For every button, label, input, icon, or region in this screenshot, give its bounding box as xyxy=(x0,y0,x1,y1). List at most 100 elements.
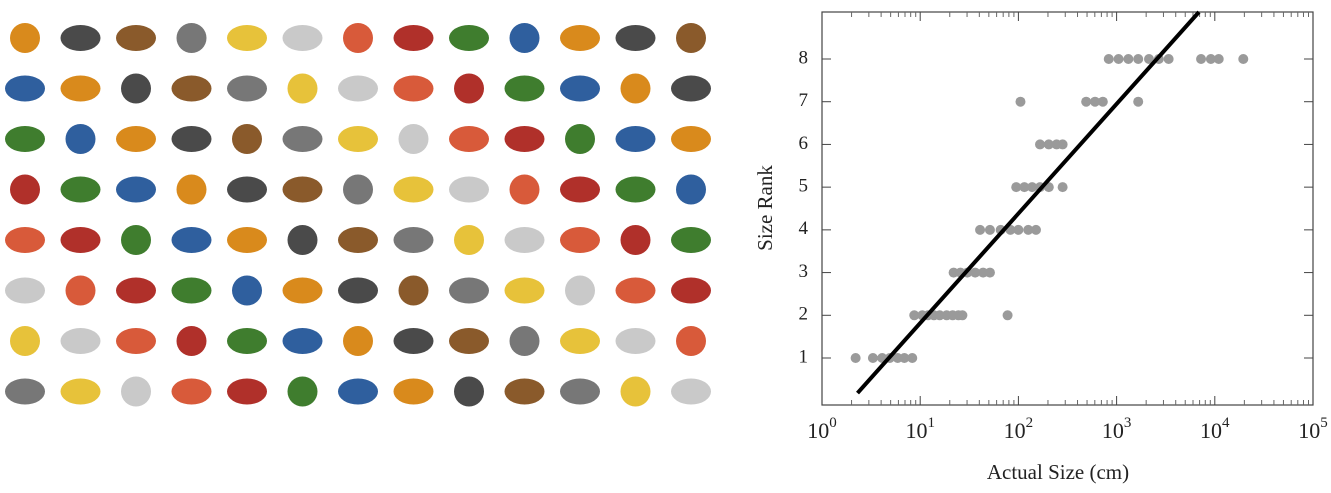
object-thumbnail xyxy=(343,326,373,356)
object-thumbnail xyxy=(620,73,651,104)
object-thumbnail xyxy=(560,227,600,253)
object-thumbnail xyxy=(116,25,156,51)
object-thumbnail xyxy=(565,275,595,306)
object-thumbnail xyxy=(60,75,101,102)
object-thumbnail xyxy=(615,176,656,203)
object-thumbnail xyxy=(343,23,373,53)
object-thumbnail xyxy=(338,75,378,102)
object-thumbnail xyxy=(393,227,434,253)
object-thumbnail xyxy=(5,227,45,253)
object-thumbnail xyxy=(398,124,429,154)
data-point xyxy=(850,353,861,364)
object-thumbnail xyxy=(282,328,323,354)
data-point xyxy=(975,224,986,235)
object-thumbnail xyxy=(5,277,45,304)
object-thumbnail xyxy=(116,126,156,152)
object-thumbnail xyxy=(171,126,212,152)
y-tick-label: 6 xyxy=(799,133,809,154)
object-thumbnail xyxy=(121,73,151,104)
x-tick-exponent: 4 xyxy=(1222,415,1230,431)
x-tick-exponent: 0 xyxy=(829,415,837,431)
x-tick-base: 10 xyxy=(1102,418,1124,443)
object-thumbnail xyxy=(176,23,207,53)
data-point xyxy=(1103,53,1114,64)
data-point xyxy=(899,353,910,364)
data-point xyxy=(1113,53,1124,64)
x-tick-base: 10 xyxy=(905,418,927,443)
x-tick-base: 10 xyxy=(1004,418,1026,443)
object-thumbnail xyxy=(671,277,711,304)
object-thumbnail xyxy=(338,227,378,253)
data-point xyxy=(1023,224,1034,235)
object-thumbnail xyxy=(620,225,651,255)
object-thumbnail xyxy=(509,326,540,356)
object-thumbnail xyxy=(454,73,484,104)
object-thumbnail xyxy=(615,126,656,152)
object-thumbnail xyxy=(227,227,267,253)
data-point xyxy=(1057,182,1068,193)
data-point xyxy=(1097,96,1108,107)
object-thumbnail xyxy=(343,174,373,205)
y-tick-label: 2 xyxy=(799,304,809,325)
object-thumbnail xyxy=(615,328,656,354)
object-thumbnail xyxy=(449,126,489,152)
data-point xyxy=(1035,139,1046,150)
data-point xyxy=(1019,182,1030,193)
data-point xyxy=(867,353,878,364)
object-thumbnail xyxy=(232,124,262,154)
object-thumbnail xyxy=(338,378,378,405)
object-thumbnail xyxy=(60,227,101,253)
object-thumbnail xyxy=(65,124,96,154)
x-tick-exponent: 2 xyxy=(1026,415,1034,431)
object-thumbnail xyxy=(121,376,151,407)
data-point xyxy=(1144,53,1155,64)
object-thumbnail xyxy=(454,376,484,407)
x-tick-base: 10 xyxy=(1298,418,1320,443)
y-tick-label: 7 xyxy=(799,90,809,111)
object-thumbnail xyxy=(5,378,45,405)
object-thumbnail xyxy=(671,378,711,405)
object-thumbnail xyxy=(676,326,706,356)
data-point xyxy=(1133,53,1144,64)
x-tick-label: 103 xyxy=(1102,415,1132,443)
x-tick-label: 104 xyxy=(1200,415,1230,443)
object-thumbnail xyxy=(10,174,40,205)
object-thumbnail xyxy=(449,328,489,354)
data-point xyxy=(984,224,995,235)
object-thumbnail xyxy=(176,326,207,356)
data-point xyxy=(1030,224,1041,235)
object-thumbnail xyxy=(504,227,545,253)
data-point xyxy=(1027,182,1038,193)
object-thumbnail xyxy=(338,277,378,304)
data-point xyxy=(957,310,968,321)
data-point xyxy=(1213,53,1224,64)
y-tick-label: 3 xyxy=(799,261,809,282)
object-thumbnail xyxy=(560,25,600,51)
data-point xyxy=(1057,139,1068,150)
object-thumbnail xyxy=(615,277,656,304)
x-tick-label: 105 xyxy=(1298,415,1328,443)
object-thumbnail xyxy=(676,174,706,205)
x-tick-label: 100 xyxy=(807,415,837,443)
object-thumbnail xyxy=(671,75,711,102)
object-thumbnail xyxy=(393,25,434,51)
y-tick-label: 4 xyxy=(799,218,809,239)
object-thumbnail xyxy=(393,328,434,354)
object-thumbnail xyxy=(116,277,156,304)
object-thumbnail xyxy=(282,176,323,203)
data-point xyxy=(1163,53,1174,64)
object-thumbnail xyxy=(560,328,600,354)
object-grid xyxy=(5,23,711,407)
object-thumbnail xyxy=(227,378,267,405)
object-thumbnail xyxy=(509,23,540,53)
object-thumbnail xyxy=(287,225,318,255)
object-thumbnail xyxy=(227,328,267,354)
object-thumbnail xyxy=(65,275,96,306)
object-thumbnail xyxy=(449,25,489,51)
data-point xyxy=(1205,53,1216,64)
object-thumbnail xyxy=(504,126,545,152)
object-thumbnail xyxy=(171,75,212,102)
object-thumbnail xyxy=(454,225,484,255)
object-thumbnail xyxy=(232,275,262,306)
